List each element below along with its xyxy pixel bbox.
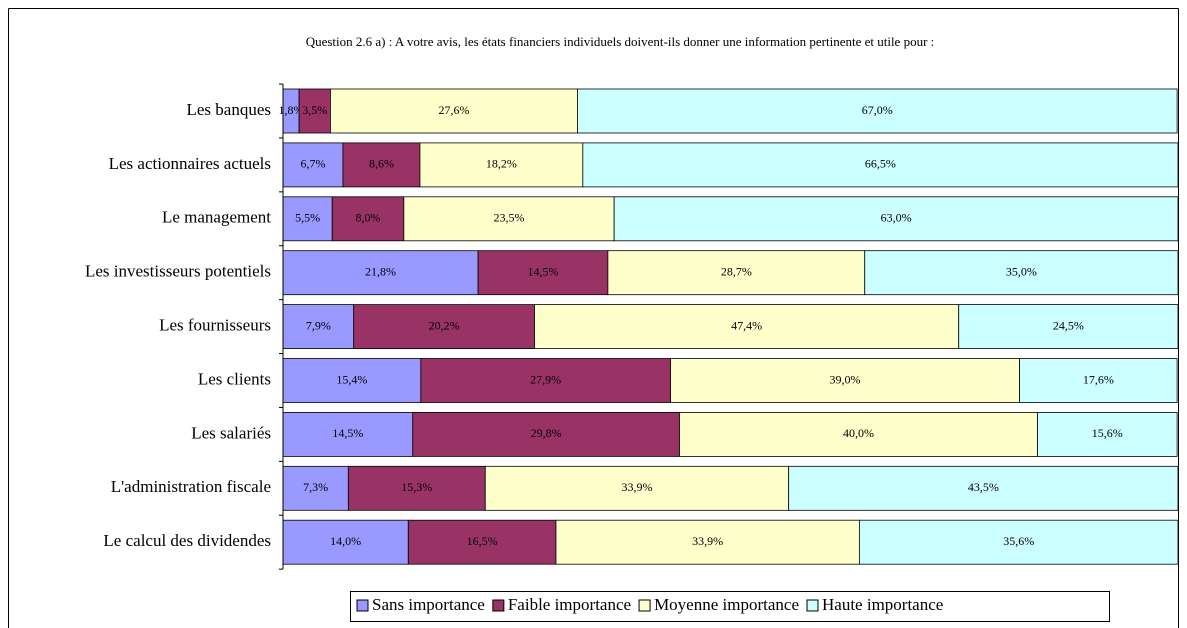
y-tick-label: Les salariés: [191, 423, 271, 442]
value-label: 17,6%: [1083, 372, 1114, 386]
legend-box: [350, 591, 1110, 622]
bar-segment: [607, 250, 866, 296]
value-label: 27,9%: [530, 372, 561, 386]
value-label: 33,9%: [692, 534, 723, 548]
value-label: 27,6%: [438, 103, 469, 117]
value-label: 35,0%: [1006, 264, 1037, 278]
value-label: 43,5%: [968, 480, 999, 494]
bar-segment: [788, 465, 1179, 511]
value-label: 15,6%: [1092, 426, 1123, 440]
bar-segment: [282, 465, 349, 511]
bar-segment: [958, 304, 1179, 350]
value-label: 6,7%: [300, 157, 325, 171]
y-tick-label: L'administration fiscale: [111, 477, 271, 496]
bar-segment: [582, 142, 1179, 188]
bar-segment: [1019, 358, 1178, 403]
bar-segment: [419, 142, 584, 188]
bar-segment: [577, 88, 1178, 134]
legend-swatch: [806, 599, 819, 612]
legend-label: Sans importance: [372, 595, 485, 614]
value-label: 39,0%: [830, 372, 861, 386]
value-label: 5,5%: [295, 211, 320, 225]
bar-segment: [858, 519, 1179, 565]
value-label: 66,5%: [865, 157, 896, 171]
value-label: 18,2%: [486, 157, 517, 171]
bar-segment: [282, 250, 479, 296]
bar-segment: [282, 411, 414, 457]
legend-label: Haute importance: [822, 595, 943, 614]
bar-segment: [613, 196, 1179, 242]
value-label: 63,0%: [881, 211, 912, 225]
bar-segment: [477, 250, 609, 296]
bar-segment: [484, 465, 790, 511]
y-tick-label: Les fournisseurs: [159, 316, 271, 335]
bar-segment: [282, 196, 333, 242]
y-tick-label: Le calcul des dividendes: [103, 531, 271, 550]
value-label: 23,5%: [493, 211, 524, 225]
bar-segment: [342, 142, 421, 188]
bar-segment: [282, 142, 344, 188]
value-label: 3,5%: [302, 103, 327, 117]
y-tick-label: Les actionnaires actuels: [109, 154, 271, 173]
bar-segment: [420, 358, 671, 403]
value-label: 29,8%: [531, 426, 562, 440]
legend-label: Moyenne importance: [654, 595, 799, 614]
bar-segment: [330, 88, 578, 134]
value-label: 7,3%: [303, 480, 328, 494]
y-tick-label: Les clients: [198, 369, 271, 388]
bar-segment: [282, 519, 409, 565]
value-label: 24,5%: [1053, 318, 1084, 332]
value-label: 15,4%: [336, 372, 367, 386]
bar-segment: [282, 304, 355, 350]
value-label: 35,6%: [1003, 534, 1034, 548]
bar-segment: [353, 304, 535, 350]
y-tick-label: Les investisseurs potentiels: [85, 262, 271, 281]
y-tick-label: Le management: [162, 208, 271, 227]
value-label: 47,4%: [731, 318, 762, 332]
value-label: 15,3%: [401, 480, 432, 494]
value-label: 28,7%: [721, 264, 752, 278]
value-label: 7,9%: [306, 318, 331, 332]
bar-segment: [407, 519, 557, 565]
value-label: 1,8%: [279, 103, 304, 117]
legend-swatch: [356, 599, 369, 612]
value-label: 21,8%: [365, 264, 396, 278]
value-label: 40,0%: [843, 426, 874, 440]
value-label: 67,0%: [862, 103, 893, 117]
legend-label: Faible importance: [508, 595, 631, 614]
legend-swatch: [492, 599, 505, 612]
value-label: 14,5%: [527, 264, 558, 278]
value-label: 8,0%: [356, 211, 381, 225]
value-label: 33,9%: [621, 480, 652, 494]
value-label: 14,0%: [330, 534, 361, 548]
bar-segment: [412, 411, 680, 457]
value-label: 16,5%: [467, 534, 498, 548]
bar-segment: [403, 196, 615, 242]
value-label: 8,6%: [369, 157, 394, 171]
bar-segment: [670, 358, 1020, 403]
bar-segment: [534, 304, 960, 350]
bar-segment: [1037, 411, 1178, 457]
bar-segment: [555, 519, 860, 565]
y-tick-label: Les banques: [186, 100, 271, 119]
chart-title: Question 2.6 a) : A votre avis, les état…: [306, 34, 935, 49]
bar-segment: [864, 250, 1179, 296]
value-label: 14,5%: [332, 426, 363, 440]
legend-swatch: [638, 599, 651, 612]
value-label: 20,2%: [429, 318, 460, 332]
